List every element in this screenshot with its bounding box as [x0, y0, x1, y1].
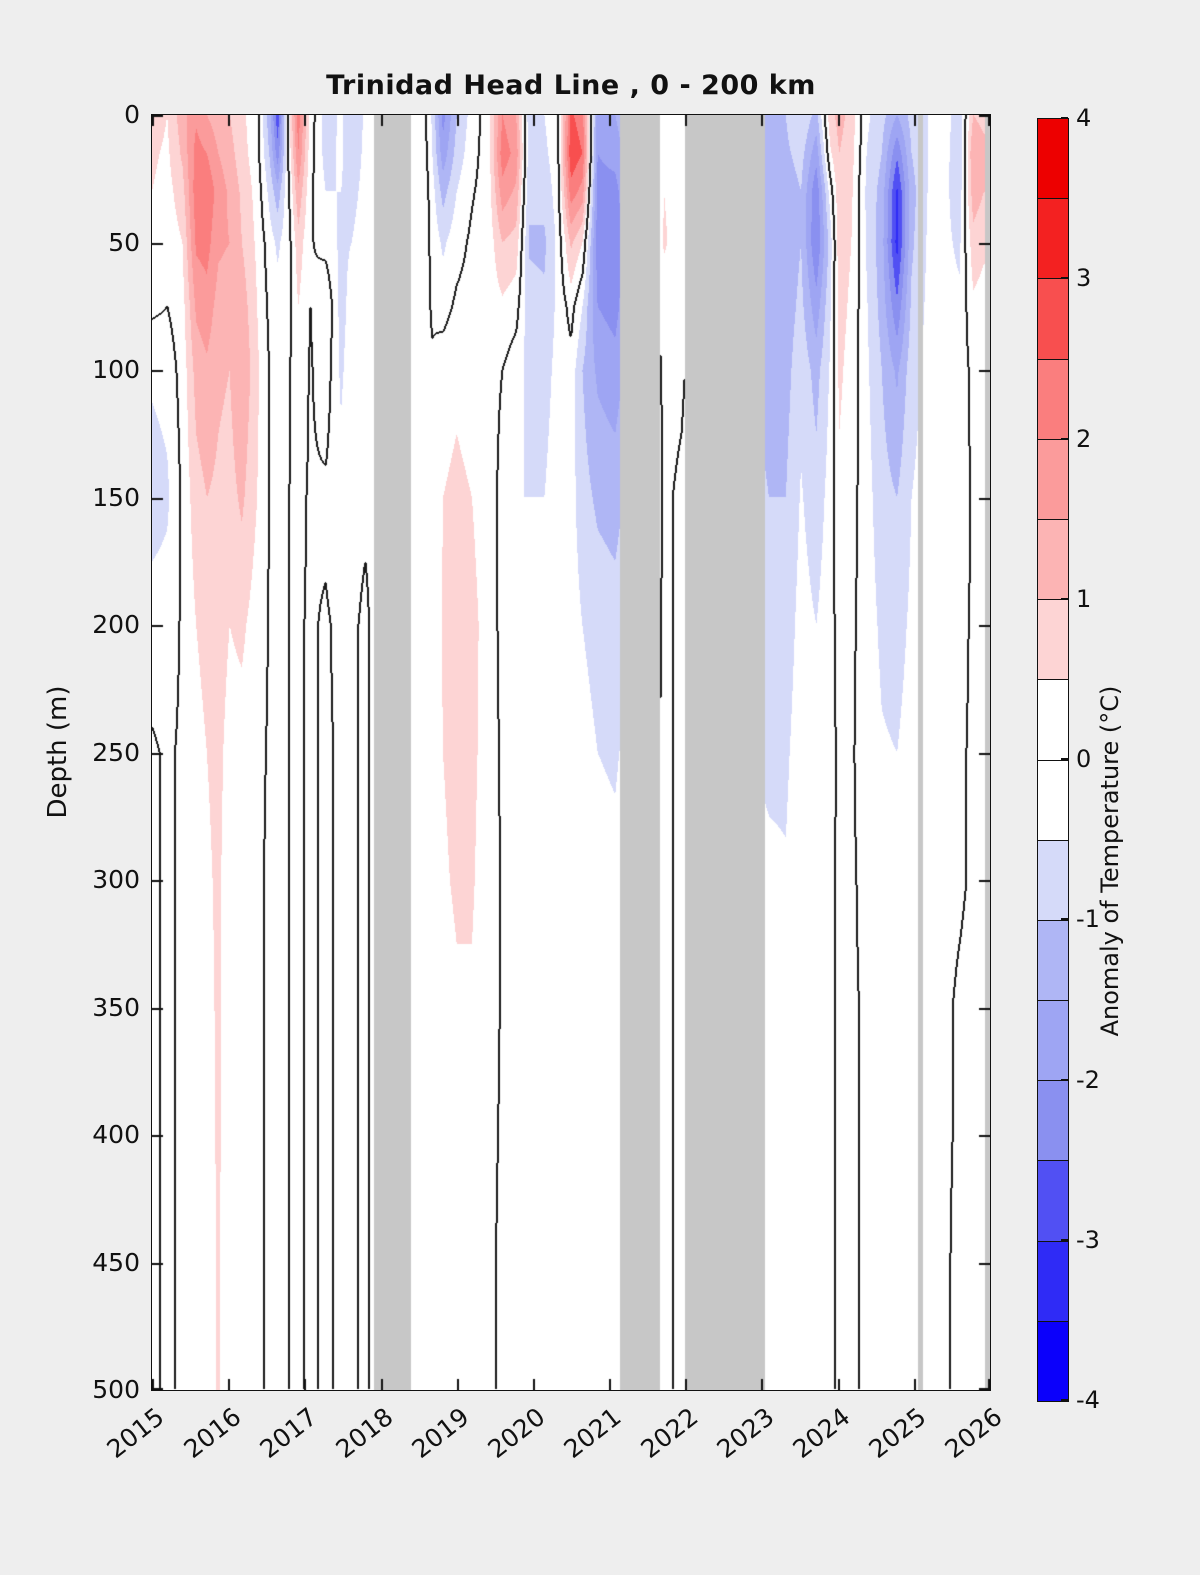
colorbar-cell-13	[1038, 1161, 1068, 1242]
chart-title: Trinidad Head Line , 0 - 200 km	[326, 70, 816, 101]
x-tick-label-2018: 2018	[330, 1402, 399, 1465]
y-tick-label-250: 250	[92, 737, 140, 767]
colorbar-tick-2	[1061, 437, 1068, 440]
x-tick-label-2017: 2017	[254, 1402, 323, 1465]
colorbar-cell-15	[1038, 1321, 1068, 1401]
y-tick-label-200: 200	[92, 610, 140, 639]
colorbar-cell-9	[1038, 840, 1068, 921]
y-tick-label-300: 300	[92, 865, 140, 894]
colorbar-tick-label--1: -1	[1076, 905, 1100, 934]
x-tick-label-2019: 2019	[406, 1402, 475, 1465]
colorbar-tick--4	[1061, 1399, 1068, 1401]
x-tick-label-2026: 2026	[939, 1402, 1008, 1465]
colorbar-cell-1	[1038, 199, 1068, 280]
colorbar-cell-5	[1038, 519, 1068, 601]
colorbar-tick-label-0: 0	[1076, 745, 1092, 773]
y-tick-label-100: 100	[92, 355, 140, 384]
x-tick-label-2022: 2022	[635, 1402, 704, 1465]
colorbar-tick-label-2: 2	[1076, 424, 1092, 453]
y-tick-label-50: 50	[108, 227, 140, 257]
colorbar-tick-0	[1061, 758, 1068, 760]
colorbar-tick-label--4: -4	[1076, 1386, 1100, 1414]
heatmap-canvas	[151, 114, 991, 1391]
colorbar-cell-0	[1038, 119, 1068, 200]
y-tick-label-0: 0	[124, 100, 140, 129]
colorbar-tick-1	[1061, 597, 1068, 600]
colorbar-tick-label-1: 1	[1076, 584, 1092, 613]
x-tick-label-2021: 2021	[558, 1402, 627, 1465]
x-tick-label-2023: 2023	[711, 1402, 780, 1465]
colorbar	[1037, 118, 1069, 1402]
colorbar-cell-6	[1038, 600, 1068, 681]
colorbar-cell-7	[1038, 680, 1068, 761]
y-tick-label-350: 350	[92, 992, 140, 1022]
x-tick-label-2016: 2016	[178, 1402, 247, 1465]
colorbar-cell-10	[1038, 920, 1068, 1002]
colorbar-tick--2	[1061, 1078, 1068, 1081]
x-tick-label-2025: 2025	[863, 1402, 932, 1465]
colorbar-cell-8	[1038, 760, 1068, 841]
colorbar-tick--3	[1061, 1238, 1068, 1241]
colorbar-cell-12	[1038, 1081, 1068, 1162]
y-tick-label-500: 500	[92, 1375, 140, 1404]
colorbar-tick-label--2: -2	[1076, 1065, 1100, 1094]
x-tick-label-2015: 2015	[101, 1402, 170, 1465]
colorbar-tick-4	[1061, 117, 1068, 119]
colorbar-cell-3	[1038, 359, 1068, 440]
x-tick-label-2024: 2024	[787, 1402, 856, 1465]
colorbar-tick-label-4: 4	[1076, 104, 1092, 132]
y-tick-label-400: 400	[92, 1120, 140, 1149]
colorbar-cell-2	[1038, 279, 1068, 360]
y-tick-label-150: 150	[92, 482, 140, 512]
y-tick-label-450: 450	[92, 1247, 140, 1277]
colorbar-cell-11	[1038, 1001, 1068, 1082]
colorbar-tick-label-3: 3	[1076, 264, 1092, 293]
colorbar-label: Anomaly of Temperature (°C)	[1096, 685, 1124, 1037]
colorbar-tick--1	[1061, 918, 1068, 921]
colorbar-cell-14	[1038, 1241, 1068, 1322]
colorbar-tick-label--3: -3	[1076, 1225, 1100, 1254]
colorbar-cell-4	[1038, 439, 1068, 520]
x-tick-label-2020: 2020	[482, 1402, 551, 1465]
colorbar-tick-3	[1061, 277, 1068, 280]
